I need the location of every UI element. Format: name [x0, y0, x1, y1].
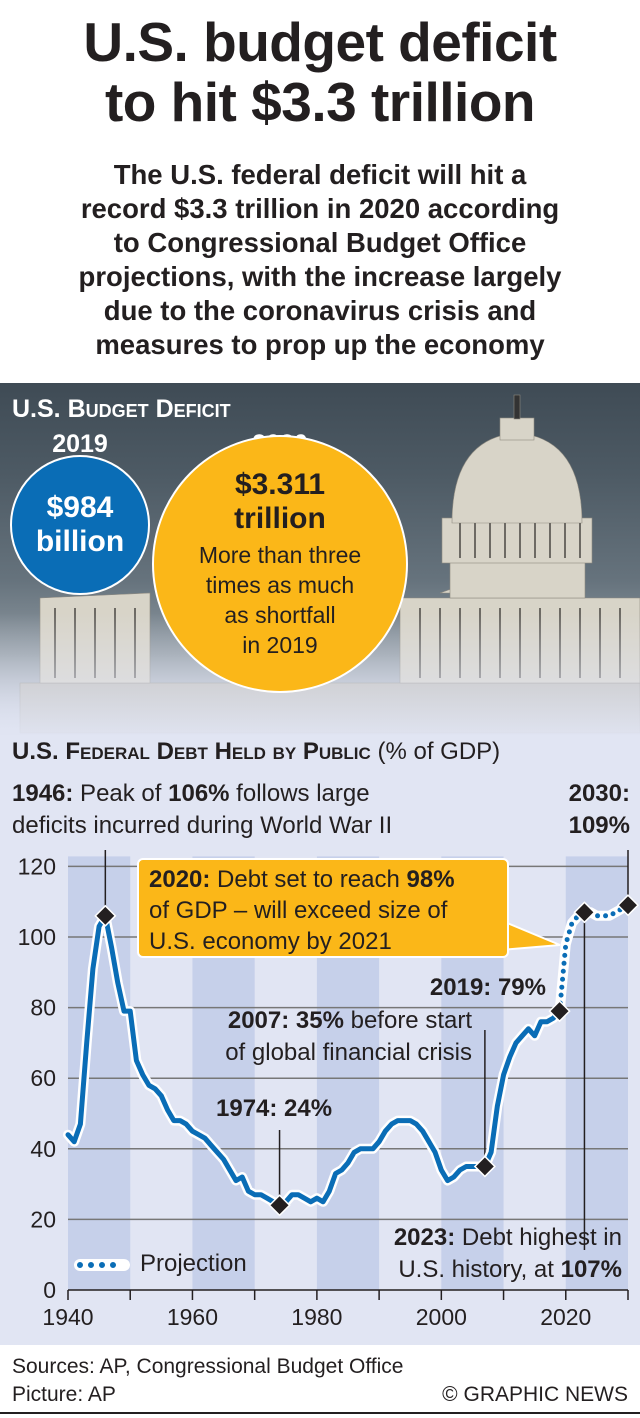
annotation-1974: 1974: 24% — [216, 1095, 333, 1122]
data-marker-diamond — [573, 901, 596, 924]
footer: Sources: AP, Congressional Budget Office… — [0, 1345, 640, 1414]
graphic-news-credit: © GRAPHIC NEWS — [442, 1383, 628, 1406]
y-tick-label: 40 — [30, 1136, 56, 1162]
y-tick-label: 80 — [30, 995, 56, 1021]
deficit-2020-amount: $3.311 — [234, 468, 326, 501]
note-line: in 2019 — [242, 632, 318, 658]
budget-section-title: U.S. Budget Deficit — [12, 395, 231, 423]
subtitle-line: measures to prop up the economy — [95, 329, 545, 360]
projection-line — [557, 902, 631, 1014]
main-title: U.S. budget deficit to hit $3.3 trillion — [0, 12, 640, 132]
deficit-2019-unit: billion — [35, 525, 125, 558]
decade-band — [565, 856, 628, 1290]
y-tick-label: 20 — [30, 1206, 56, 1232]
subtitle-line: to Congressional Budget Office — [113, 227, 527, 258]
deficit-2020-bubble: $3.311 trillion More than three times as… — [152, 435, 408, 693]
data-marker-diamond — [616, 894, 640, 917]
picture-credit: Picture: AP — [12, 1383, 116, 1406]
chart-title: U.S. Federal Debt Held by Public (% of G… — [12, 738, 500, 766]
subtitle-line: The U.S. federal deficit will hit a — [113, 159, 527, 190]
y-tick-label: 60 — [30, 1065, 56, 1091]
x-tick-label: 2020 — [540, 1304, 591, 1330]
deficit-2019-amount: $984 — [46, 491, 114, 524]
note-line: as shortfall — [224, 602, 336, 628]
subtitle: The U.S. federal deficit will hit a reco… — [0, 158, 640, 362]
data-marker-diamond — [94, 904, 117, 927]
annotation-2019: 2019: 79% — [429, 974, 546, 1001]
annotation-2030: 2030: 109% — [568, 780, 630, 839]
x-tick-label: 1960 — [167, 1304, 218, 1330]
chart-title-text: U.S. Federal Debt Held by Public — [12, 738, 371, 765]
deficit-2020-note: More than three times as much as shortfa… — [199, 540, 361, 660]
note-line: More than three — [198, 542, 362, 568]
annotation-1946: 1946: Peak of 106% follows large deficit… — [12, 780, 393, 839]
annotation-2007: 2007: 35% before start of global financi… — [225, 1007, 472, 1066]
title-line: to hit $3.3 trillion — [104, 71, 536, 133]
y-tick-label: 0 — [43, 1277, 56, 1303]
annotation-2020-callout: 2020: Debt set to reach 98% of GDP – wil… — [137, 858, 509, 958]
y-tick-label: 120 — [18, 853, 56, 879]
data-marker-diamond — [548, 1000, 571, 1023]
x-tick-label: 1980 — [291, 1304, 342, 1330]
subtitle-line: record $3.3 trillion in 2020 according — [80, 193, 560, 224]
subtitle-line: projections, with the increase largely — [78, 261, 562, 292]
deficit-2019-bubble: $984 billion — [10, 455, 150, 595]
deficit-2020-unit: trillion — [234, 502, 326, 535]
sources: Sources: AP, Congressional Budget Office — [12, 1355, 404, 1378]
capitol-illustration — [0, 394, 640, 743]
chart-unit: (% of GDP) — [377, 738, 501, 765]
subtitle-line: due to the coronavirus crisis and — [103, 295, 537, 326]
annotation-2023: 2023: Debt highest in U.S. history, at 1… — [393, 1224, 622, 1283]
data-marker-diamond — [473, 1155, 496, 1178]
year-2019-label: 2019 — [52, 430, 108, 458]
title-line: U.S. budget deficit — [83, 11, 557, 73]
y-tick-label: 100 — [18, 924, 56, 950]
data-marker-diamond — [268, 1194, 291, 1217]
note-line: times as much — [205, 572, 355, 598]
x-tick-label: 2000 — [416, 1304, 467, 1330]
legend-projection-label: Projection — [140, 1250, 247, 1277]
x-tick-label: 1940 — [42, 1304, 93, 1330]
